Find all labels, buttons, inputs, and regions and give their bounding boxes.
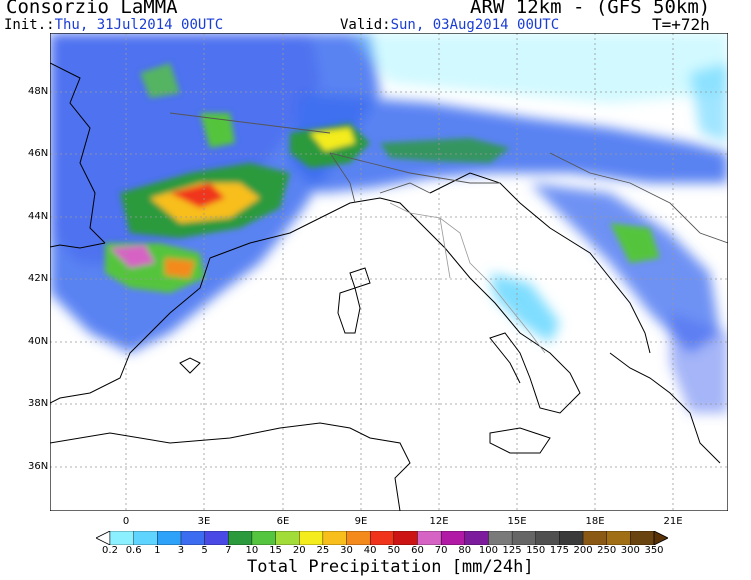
graticule (50, 33, 728, 511)
colorbar-label: 20 (292, 545, 306, 556)
lon-label-18e: 18E (585, 516, 605, 527)
colorbar-label: 300 (620, 545, 640, 556)
colorbar-label: 3 (177, 545, 185, 556)
lon-label-0: 0 (122, 516, 130, 527)
colorbar-swatch (393, 531, 418, 545)
valid-time: Valid:Sun, 03Aug2014 00UTC (340, 17, 559, 33)
provider-title: Consorzio LaMMA (6, 0, 178, 18)
colorbar-label: 70 (434, 545, 448, 556)
lat-label-40n: 40N (28, 336, 49, 347)
colorbar-swatch (559, 531, 584, 545)
colorbar-label: 0.6 (125, 545, 142, 556)
colorbar-label: 5 (201, 545, 208, 556)
colorbar-swatch (488, 531, 513, 545)
colorbar-label: 200 (573, 545, 593, 556)
init-label: Init.: (4, 17, 55, 33)
lat-label-36n: 36N (28, 461, 49, 472)
colorbar-swatch (440, 531, 466, 545)
colorbar-swatch (299, 531, 324, 545)
colorbar-swatch (109, 531, 135, 545)
colorbar-swatch (630, 531, 655, 545)
colorbar-label: 125 (502, 545, 522, 556)
colorbar (96, 531, 668, 545)
colorbar-swatch (535, 531, 560, 545)
colorbar-label: 80 (458, 545, 472, 556)
colorbar-label: 30 (340, 545, 353, 556)
lon-label-3e: 3E (197, 516, 211, 527)
country-borders (169, 112, 728, 244)
region-borders (389, 202, 546, 354)
colorbar-title: Total Precipitation [mm/24h] (247, 557, 534, 577)
map-area (50, 33, 728, 511)
init-value: Thu, 31Jul2014 00UTC (54, 17, 224, 33)
colorbar-swatch (204, 531, 229, 545)
colorbar-label: 1 (154, 545, 161, 556)
forecast-step: T=+72h (652, 15, 710, 34)
colorbar-over-triangle (653, 531, 668, 545)
colorbar-label: 15 (269, 545, 282, 556)
colorbar-swatch (133, 531, 158, 545)
colorbar-label: 350 (644, 545, 664, 556)
lat-label-46n: 46N (28, 148, 49, 159)
precipitation-field (50, 33, 728, 413)
colorbar-swatch (251, 531, 277, 545)
colorbar-label: 150 (526, 545, 546, 556)
lon-label-21e: 21E (663, 516, 683, 527)
colorbar-swatch (346, 531, 371, 545)
colorbar-label: 50 (387, 545, 401, 556)
colorbar-label: 25 (316, 545, 330, 556)
lon-label-15e: 15E (507, 516, 527, 527)
model-title: ARW 12km - (GFS 50km) (470, 0, 711, 18)
colorbar-swatch (511, 531, 537, 545)
colorbar-swatch (157, 531, 182, 545)
lat-label-44n: 44N (28, 211, 49, 222)
colorbar-label: 7 (225, 545, 232, 556)
valid-value: Sun, 03Aug2014 00UTC (390, 17, 560, 33)
colorbar-swatch (417, 531, 442, 545)
colorbar-label: 100 (478, 545, 498, 556)
colorbar-swatch (606, 531, 631, 545)
colorbar-swatch (228, 531, 253, 545)
colorbar-label: 60 (411, 545, 424, 556)
colorbar-label: 0.2 (102, 545, 118, 556)
colorbar-label: 40 (363, 545, 377, 556)
colorbar-label: 250 (597, 545, 617, 556)
lat-label-48n: 48N (28, 86, 49, 97)
init-time: Init.:Thu, 31Jul2014 00UTC (4, 17, 223, 33)
colorbar-label: 10 (245, 545, 259, 556)
colorbar-swatch (275, 531, 300, 545)
colorbar-swatch (322, 531, 348, 545)
colorbar-label: 175 (549, 545, 569, 556)
colorbar-swatch (464, 531, 489, 545)
coastlines (50, 62, 721, 511)
lon-label-12e: 12E (429, 516, 449, 527)
colorbar-under-triangle (96, 531, 111, 545)
valid-label: Valid: (340, 17, 391, 33)
lon-label-6e: 6E (276, 516, 290, 527)
lat-label-42n: 42N (28, 273, 49, 284)
colorbar-swatch (369, 531, 395, 545)
lon-label-9e: 9E (354, 516, 368, 527)
colorbar-swatch (582, 531, 608, 545)
colorbar-swatch (180, 531, 206, 545)
lat-label-38n: 38N (28, 398, 49, 409)
